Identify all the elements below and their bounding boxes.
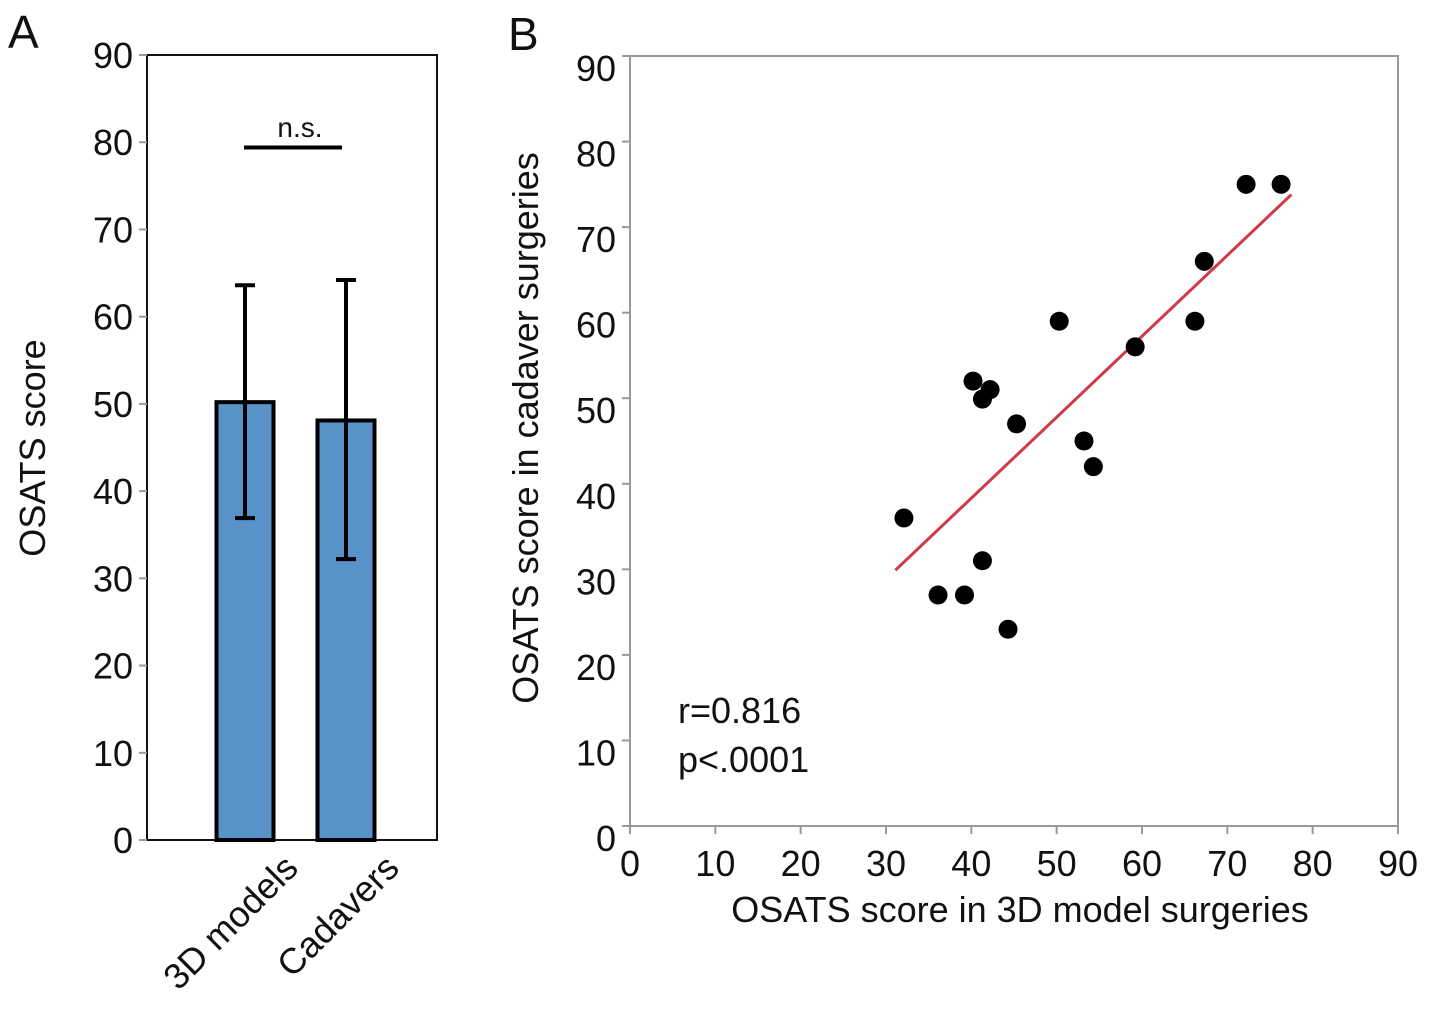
- data-point: [955, 585, 975, 605]
- y-tick-label-b: 30: [576, 561, 616, 602]
- y-tick-label-a: 30: [93, 558, 133, 599]
- y-axis-label-b: OSATS score in cadaver surgeries: [505, 152, 546, 704]
- x-tick-label-b: 10: [695, 843, 735, 884]
- y-tick-label-a: 80: [93, 122, 133, 163]
- panel-b-scatter: OSATS score in 3D model surgeries OSATS …: [505, 48, 1418, 930]
- data-point: [1125, 337, 1145, 357]
- x-tick-label-b: 40: [951, 843, 991, 884]
- data-point: [1083, 457, 1103, 477]
- x-tick-label-b: 50: [1037, 843, 1077, 884]
- y-axis-label-a: OSATS score: [12, 339, 53, 556]
- regression-line: [894, 193, 1293, 572]
- y-tick-label-a: 70: [93, 209, 133, 250]
- data-point: [1194, 251, 1214, 271]
- ns-annotation: n.s.: [277, 112, 322, 143]
- panel-a-bar-chart: OSATS score n.s. 0 10 20 30 40 50 60 70 80 90 3D m…: [12, 35, 438, 998]
- plot-frame-b: [629, 55, 1399, 827]
- data-point: [1271, 174, 1291, 194]
- y-tick-label-a: 0: [113, 820, 133, 861]
- data-point: [963, 371, 983, 391]
- y-tick-label-b: 90: [576, 48, 616, 89]
- x-tick-label-b: 70: [1207, 843, 1247, 884]
- x-tick-label-b: 90: [1378, 843, 1418, 884]
- data-point: [998, 619, 1018, 639]
- y-tick-label-b: 40: [576, 476, 616, 517]
- x-axis-label-b: OSATS score in 3D model surgeries: [731, 889, 1309, 930]
- y-tick-label-b: 10: [576, 732, 616, 773]
- x-tick-label-b: 20: [781, 843, 821, 884]
- data-point: [1007, 414, 1027, 434]
- data-point: [972, 551, 992, 571]
- y-tick-label-b: 20: [576, 647, 616, 688]
- y-tick-label-b: 50: [576, 390, 616, 431]
- p-annotation: p<.0001: [678, 739, 809, 780]
- data-point: [1074, 431, 1094, 451]
- data-point: [1185, 311, 1205, 331]
- y-tick-label-b: 80: [576, 134, 616, 175]
- x-tick-label-a: 3D models: [155, 847, 306, 998]
- y-tick-label-a: 40: [93, 471, 133, 512]
- y-tick-label-a: 50: [93, 384, 133, 425]
- y-tick-label-b: 0: [596, 818, 616, 859]
- x-tick-label-b: 60: [1122, 843, 1162, 884]
- y-tick-label-a: 90: [93, 35, 133, 76]
- panel-label-a: A: [8, 6, 39, 58]
- y-tick-label-b: 60: [576, 305, 616, 346]
- plot-frame-a: [146, 54, 438, 841]
- y-tick-label-a: 60: [93, 297, 133, 338]
- x-tick-label-b: 0: [620, 843, 640, 884]
- x-tick-label-b: 30: [866, 843, 906, 884]
- panel-label-b: B: [508, 8, 539, 60]
- y-tick-label-a: 10: [93, 733, 133, 774]
- data-point: [972, 389, 992, 409]
- y-tick-label-a: 20: [93, 646, 133, 687]
- y-tick-label-b: 70: [576, 219, 616, 260]
- data-point: [928, 585, 948, 605]
- r-annotation: r=0.816: [678, 690, 801, 731]
- x-tick-label-b: 80: [1293, 843, 1333, 884]
- data-point: [894, 508, 914, 528]
- data-point: [1049, 311, 1069, 331]
- data-point: [1236, 174, 1256, 194]
